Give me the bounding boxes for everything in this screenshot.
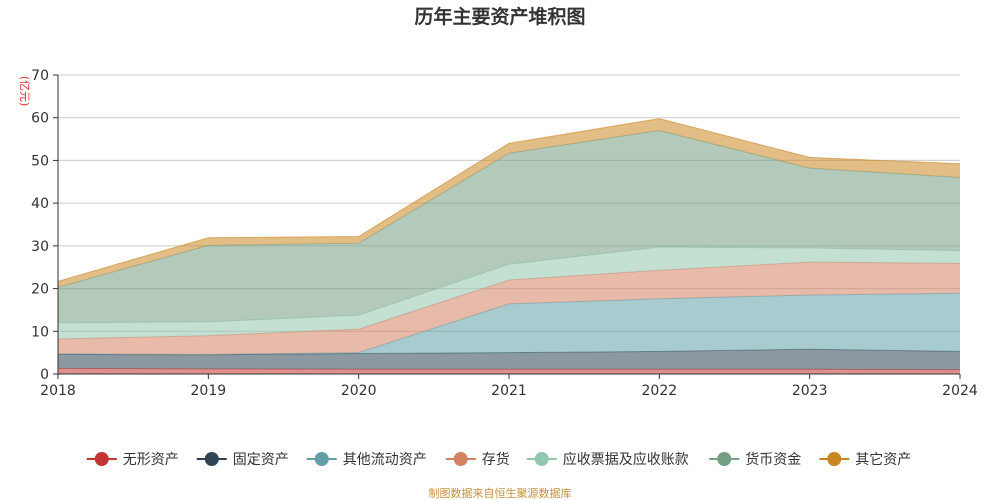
area-series-4 (58, 247, 960, 339)
y-tick-label-60: 60 (31, 111, 49, 127)
legend-marker-4 (534, 452, 549, 466)
area-edge-series-6 (57, 118, 961, 282)
legend-marker-5 (717, 452, 732, 466)
legend-label-4: 应收票据及应收账款 (563, 451, 689, 468)
x-tick-label-2022: 2022 (642, 383, 678, 399)
legend-label-0: 无形资产 (123, 452, 179, 468)
legend-marker-6 (827, 452, 842, 466)
source-note: 制图数据来自恒生聚源数据库 (429, 486, 572, 500)
x-tick-label-2020: 2020 (341, 383, 377, 399)
y-tick-label-20: 20 (31, 282, 49, 298)
legend-marker-0 (94, 452, 109, 466)
y-tick-label-70: 70 (31, 68, 49, 84)
y-unit-label: (亿元) (18, 76, 31, 107)
legend: 无形资产 固定资产 其他流动资产 存货 应收票据及应收账款 货币资金 其它资产 (86, 451, 911, 468)
legend-marker-1 (204, 452, 219, 466)
y-tick-label-10: 10 (31, 324, 49, 340)
x-tick-label-2023: 2023 (792, 383, 828, 399)
legend-marker-3 (453, 452, 468, 466)
legend-label-5: 货币资金 (745, 451, 801, 468)
x-tick-label-2018: 2018 (40, 383, 76, 399)
area-series-2 (58, 293, 960, 355)
legend-label-2: 其他流动资产 (343, 452, 427, 468)
x-tick-label-2024: 2024 (942, 383, 978, 399)
y-tick-label-50: 50 (31, 153, 49, 169)
legend-label-3: 存货 (482, 451, 510, 468)
legend-label-6: 其它资产 (855, 451, 911, 468)
chart-title: 历年主要资产堆积图 (414, 5, 585, 28)
plot-area (57, 118, 961, 374)
area-series-5 (58, 130, 960, 323)
y-tick-label-40: 40 (31, 196, 49, 212)
x-tick-label-2019: 2019 (191, 383, 227, 399)
legend-label-1: 固定资产 (233, 452, 289, 468)
y-tick-label-0: 0 (40, 367, 49, 383)
axes: 0 10 20 30 40 50 60 70 2018 2019 2020 2021 2022 2023 2… (31, 68, 978, 399)
area-series-6 (58, 118, 960, 288)
y-tick-label-30: 30 (31, 239, 49, 255)
x-tick-label-2021: 2021 (491, 383, 527, 399)
legend-marker-2 (314, 452, 329, 466)
area-series-3 (58, 262, 960, 355)
